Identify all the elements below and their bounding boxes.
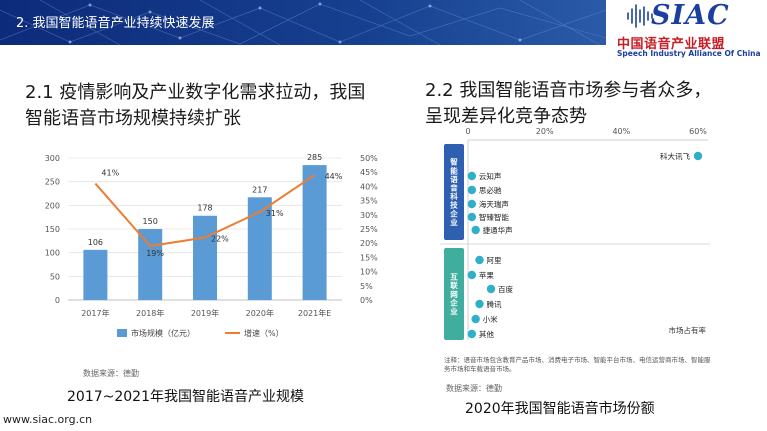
x-axis-title: 市场占有率 xyxy=(669,325,707,335)
group-label-tech-box xyxy=(444,144,464,240)
share-point-label: 腾讯 xyxy=(487,299,502,309)
right-data-source: 数据来源：德勤 xyxy=(446,384,502,393)
group-label-internet: 互联网企业 xyxy=(449,273,458,316)
share-point xyxy=(486,284,496,294)
right-chart-note: 注释：语音市场包含教育产品市场、消费电子市场、智能平台市场、电信运营商市场、智能… xyxy=(444,356,711,373)
share-point xyxy=(471,225,480,235)
y2-tick-label: 50% xyxy=(360,154,378,163)
bar-value-label: 106 xyxy=(88,238,103,247)
share-point-label: 捷通华声 xyxy=(483,225,513,235)
x-tick-label: 2021年E xyxy=(298,308,331,318)
y-tick-label: 100 xyxy=(45,249,60,258)
share-point xyxy=(475,299,484,309)
share-point-label: 智臻智能 xyxy=(479,212,509,222)
x-tick-label: 2018年 xyxy=(136,308,164,318)
y2-tick-label: 25% xyxy=(360,225,378,234)
y2-tick-label: 10% xyxy=(360,268,378,277)
sound-wave-icon xyxy=(627,4,653,28)
y-tick-label: 200 xyxy=(45,201,60,210)
y-tick-label: 250 xyxy=(45,178,60,187)
share-point xyxy=(693,151,703,161)
share-point xyxy=(467,270,477,280)
legend-label: 市场规模（亿元） xyxy=(131,328,195,338)
share-point-label: 小米 xyxy=(483,314,498,324)
share-point-label: 海天瑞声 xyxy=(479,199,509,209)
bar-value-label: 217 xyxy=(252,185,267,194)
x-tick-label: 2017年 xyxy=(81,308,109,318)
share-point xyxy=(467,329,477,339)
x-tick-label: 2020年 xyxy=(246,308,274,318)
y2-tick-label: 35% xyxy=(360,197,378,206)
bar-value-label: 178 xyxy=(197,204,212,213)
share-point-label: 百度 xyxy=(498,284,513,294)
legend-label: 增速（%） xyxy=(244,328,284,338)
line-value-label: 31% xyxy=(266,209,284,218)
header-bar: 2. 我国智能语音产业持续快速发展 xyxy=(0,0,606,45)
y2-tick-label: 5% xyxy=(360,282,373,291)
share-point xyxy=(467,212,477,222)
legend-swatch-bar xyxy=(117,329,127,337)
logo-name-en: Speech Industry Alliance Of China xyxy=(617,49,761,58)
share-point-label: 其他 xyxy=(479,329,494,339)
share-point-label: 云知声 xyxy=(479,171,501,181)
y2-tick-label: 20% xyxy=(360,239,378,248)
share-point-label: 阿里 xyxy=(487,256,502,265)
y2-tick-label: 15% xyxy=(360,253,378,262)
bar-value-label: 150 xyxy=(143,217,158,226)
share-point xyxy=(467,199,477,209)
share-point-label: 苹果 xyxy=(479,270,494,280)
x-tick-label: 0 xyxy=(465,127,470,136)
share-point xyxy=(467,185,477,195)
bar xyxy=(193,215,217,300)
line-value-label: 44% xyxy=(325,172,343,181)
bar xyxy=(247,197,272,300)
share-point xyxy=(471,314,480,324)
growth-line xyxy=(94,174,316,248)
market-size-chart: 0 50 100 150 200 250 300 0% 5% 10% 15% 20% 25% 30% 35%… xyxy=(45,153,378,338)
share-point-label: 科大讯飞 xyxy=(660,151,690,161)
y2-tick-label: 30% xyxy=(360,211,378,220)
siac-logo: SIAC 中国语音产业联盟 Speech Industry Alliance O… xyxy=(611,0,767,62)
bar xyxy=(138,229,163,300)
y-tick-label: 50 xyxy=(50,272,60,281)
share-point xyxy=(475,255,484,265)
logo-name-cn: 中国语音产业联盟 xyxy=(617,37,726,52)
header-title: 2. 我国智能语音产业持续快速发展 xyxy=(16,16,215,31)
y-tick-label: 0 xyxy=(55,296,60,305)
y-tick-label: 300 xyxy=(45,154,60,163)
right-section-title: 2.2 我国智能语音市场参与者众多，呈现差异化竞争态势 xyxy=(425,80,712,127)
x-tick-label: 2019年 xyxy=(191,308,219,318)
market-share-chart: 0 20% 40% 60% 智能语音科技企业 科大讯飞云知声思必驰海天瑞声智臻智能捷通华声… xyxy=(440,127,710,340)
left-data-source: 数据来源：德勤 xyxy=(83,369,139,378)
left-chart-caption: 2017~2021年我国智能语音产业规模 xyxy=(67,389,304,405)
right-chart-caption: 2020年我国智能语音市场份额 xyxy=(465,401,655,417)
bar xyxy=(83,249,108,300)
y-tick-label: 150 xyxy=(45,225,60,234)
share-point-label: 思必驰 xyxy=(479,185,502,195)
y2-tick-label: 45% xyxy=(360,168,378,177)
y2-tick-label: 0% xyxy=(360,296,373,305)
bar xyxy=(302,165,327,300)
x-tick-label: 20% xyxy=(536,127,554,136)
share-point xyxy=(467,171,477,181)
group-label-internet-box xyxy=(444,248,464,340)
footer-url: www.siac.org.cn xyxy=(3,413,93,426)
left-section-title: 2.1 疫情影响及产业数字化需求拉动，我国智能语音市场规模持续扩张 xyxy=(25,82,366,129)
line-value-label: 19% xyxy=(146,249,164,258)
y2-tick-label: 40% xyxy=(360,182,378,191)
x-tick-label: 60% xyxy=(689,127,707,136)
x-tick-label: 40% xyxy=(612,127,630,136)
group-label-tech: 智能语音科技企业 xyxy=(449,157,458,227)
logo-mark: SIAC xyxy=(651,0,730,31)
header-pattern xyxy=(0,0,606,45)
line-value-label: 41% xyxy=(101,169,119,178)
bar-value-label: 285 xyxy=(307,153,322,162)
line-value-label: 22% xyxy=(211,235,229,244)
